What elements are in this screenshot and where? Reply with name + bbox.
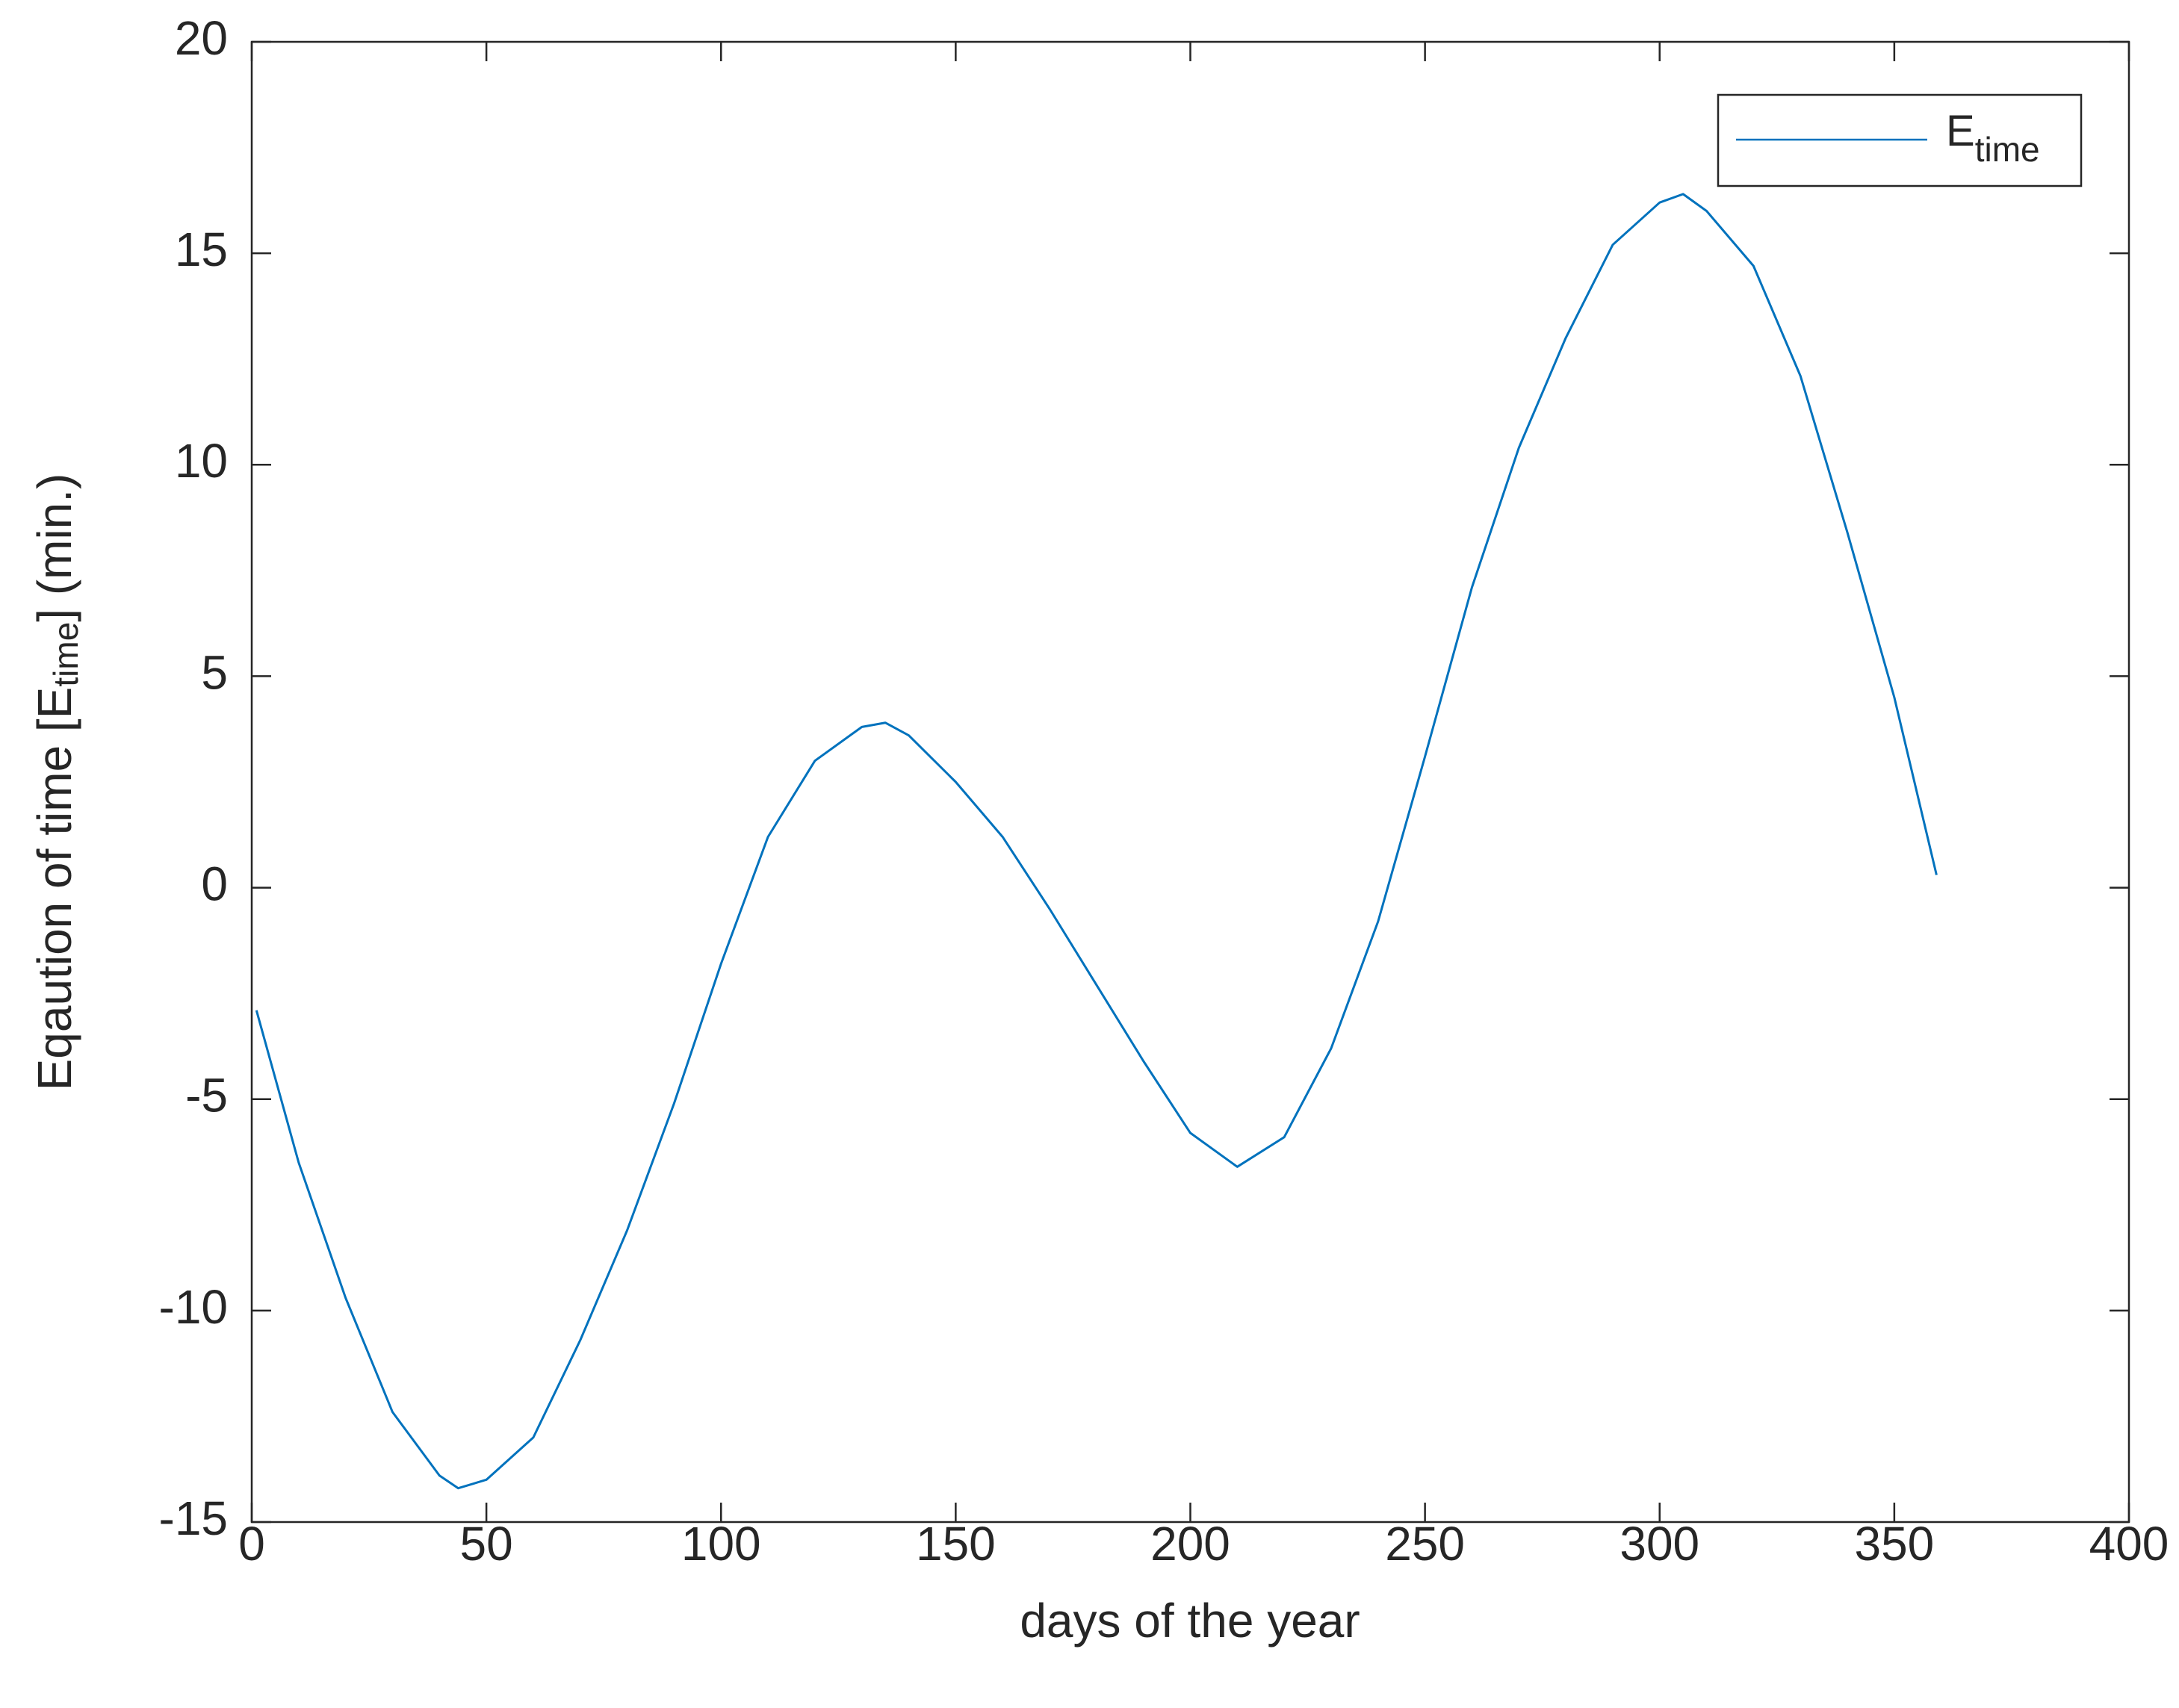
- x-tick-label: 350: [1854, 1517, 1934, 1571]
- legend-label: Etime: [1946, 107, 2040, 169]
- legend-label-sub: time: [1975, 130, 2040, 169]
- y-tick-label: 20: [175, 11, 228, 65]
- legend: Etime: [1717, 93, 2083, 187]
- x-tick-label: 250: [1385, 1517, 1465, 1571]
- y-tick-label: -10: [159, 1280, 229, 1334]
- x-axis-label: days of the year: [1020, 1594, 1360, 1648]
- data-line: [255, 193, 1938, 1490]
- y-axis-label: Eqaution of time [Etime] (min.): [28, 473, 85, 1091]
- x-tick-label: 200: [1150, 1517, 1230, 1571]
- x-tick-label: 100: [681, 1517, 761, 1571]
- plot-frame: [250, 40, 2130, 1524]
- y-tick-label: 10: [175, 434, 228, 488]
- y-tick-label: -5: [185, 1069, 228, 1122]
- x-tick-label: 150: [916, 1517, 996, 1571]
- y-tick-label: -15: [159, 1491, 229, 1545]
- x-tick-label: 300: [1619, 1517, 1699, 1571]
- y-axis-label-part: Eqaution of time [E: [28, 687, 81, 1091]
- y-axis-label-part: ] (min.): [28, 473, 81, 622]
- x-tick-label: 50: [460, 1517, 513, 1571]
- y-axis-label-sub: time: [46, 622, 85, 687]
- x-tick-label: 400: [2089, 1517, 2169, 1571]
- legend-label-main: E: [1946, 107, 1975, 155]
- x-tick-label: 0: [238, 1517, 265, 1571]
- y-tick-label: 15: [175, 223, 228, 276]
- y-tick-label: 5: [201, 645, 228, 699]
- y-tick-label: 0: [201, 857, 228, 910]
